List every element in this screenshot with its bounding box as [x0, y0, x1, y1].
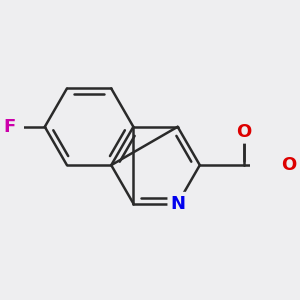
Text: O: O	[236, 123, 252, 141]
Text: N: N	[170, 194, 185, 212]
Text: O: O	[281, 156, 296, 174]
Text: F: F	[3, 118, 16, 136]
